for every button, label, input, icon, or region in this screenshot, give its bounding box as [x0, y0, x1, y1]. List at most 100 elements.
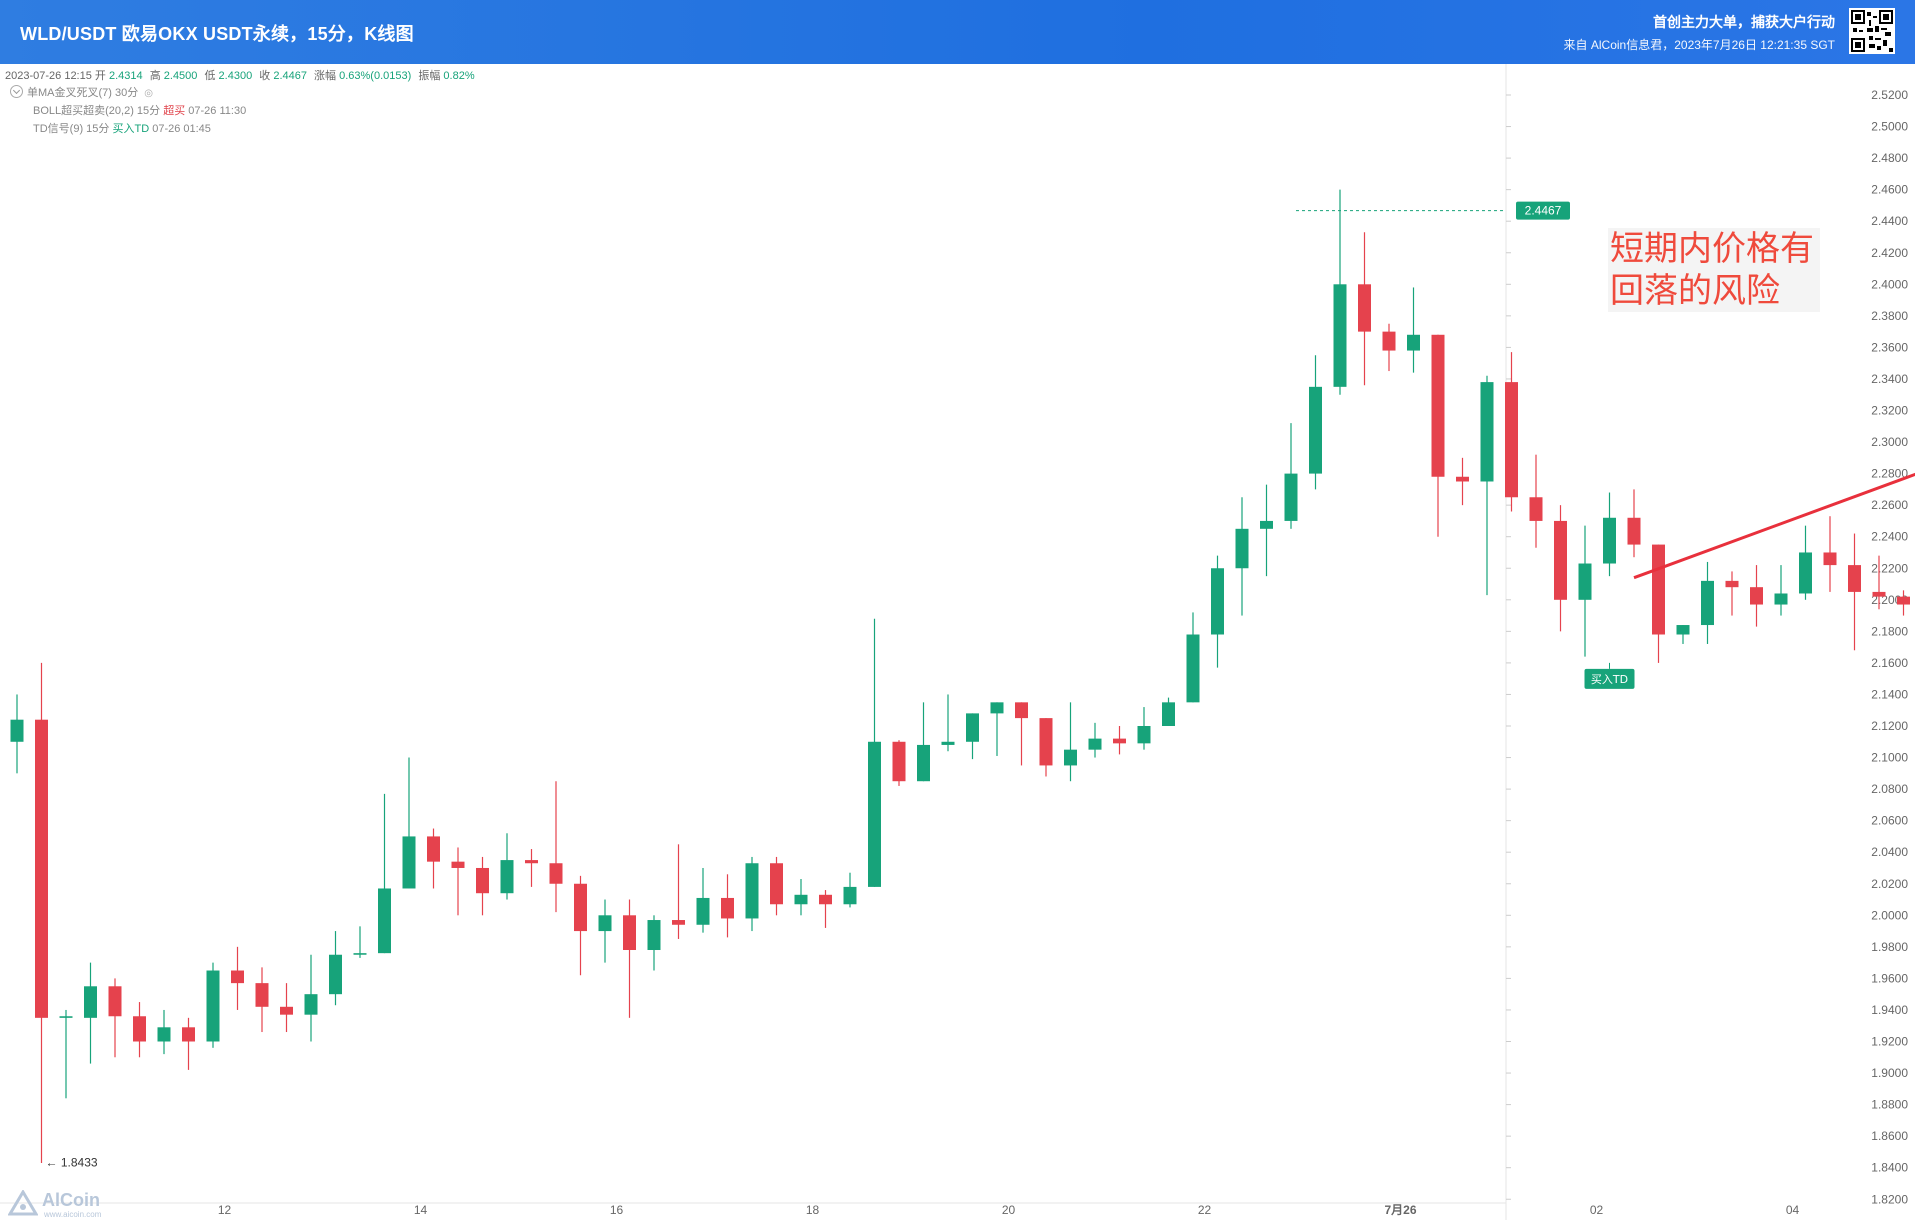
logo-sub: www.aicoin.com	[44, 1210, 102, 1219]
candle-body	[1064, 749, 1077, 766]
y-tick-label: 2.4800	[1871, 151, 1908, 165]
x-tick-label: 20	[1002, 1203, 1016, 1217]
indicator-boll-signal: 超买	[163, 105, 186, 117]
eye-hidden-icon[interactable]: ◎	[144, 88, 153, 99]
x-tick-label: 04	[1786, 1203, 1800, 1217]
indicator-boll-time: 07-26 11:30	[188, 105, 247, 117]
buy-signal-label: 买入TD	[1591, 673, 1628, 686]
y-tick-label: 2.5200	[1871, 88, 1908, 102]
indicator-boll-label: BOLL超买超卖(20,2) 15分	[33, 105, 161, 117]
low-marker-label: ← 1.8433	[46, 1155, 98, 1169]
indicator-ma-label: 单MA金叉死叉(7) 30分	[27, 87, 139, 99]
candle-body	[892, 741, 906, 782]
y-tick-label: 1.8600	[1871, 1129, 1908, 1143]
x-tick-label: 7月26	[1384, 1203, 1416, 1217]
candle-body	[1701, 580, 1714, 626]
indicator-ma[interactable]: 单MA金叉死叉(7) 30分 ◎	[10, 84, 153, 100]
y-tick-label: 2.0800	[1871, 782, 1908, 796]
x-tick-label: 18	[806, 1203, 820, 1217]
open-label: 开	[94, 70, 106, 82]
y-tick-label: 1.8800	[1871, 1098, 1908, 1112]
candle-body	[402, 836, 416, 889]
candle-body	[206, 970, 220, 1042]
y-tick-label: 1.8400	[1871, 1161, 1908, 1175]
y-tick-label: 2.0000	[1871, 908, 1908, 922]
candle-body	[157, 1027, 171, 1042]
close-value: 2.4467	[273, 70, 307, 82]
candle-body	[696, 897, 710, 925]
y-tick-label: 2.1200	[1871, 719, 1908, 733]
candle-body	[1358, 284, 1371, 332]
candle-body	[1162, 702, 1175, 726]
candle-body	[427, 836, 440, 862]
candle-body	[1015, 702, 1028, 719]
qr-code-icon	[1849, 8, 1895, 54]
y-tick-label: 2.2800	[1871, 467, 1908, 481]
change-label: 涨幅	[314, 70, 337, 82]
indicator-boll[interactable]: BOLL超买超卖(20,2) 15分 超买 07-26 11:30	[33, 102, 246, 118]
change-value: 0.63%(0.0153)	[339, 70, 412, 82]
candle-body	[1137, 726, 1151, 744]
y-tick-label: 2.3200	[1871, 404, 1908, 418]
candle-body	[231, 970, 244, 984]
y-tick-label: 2.1800	[1871, 624, 1908, 638]
candle-body	[1872, 591, 1886, 597]
y-tick-label: 2.4600	[1871, 183, 1908, 197]
y-tick-label: 1.9400	[1871, 1003, 1908, 1017]
amplitude-value: 0.82%	[443, 70, 475, 82]
candle-body	[794, 894, 808, 905]
indicator-td-label: TD信号(9) 15分	[33, 123, 110, 135]
candle-body	[598, 915, 612, 932]
candle-body	[1382, 331, 1396, 351]
y-tick-label: 2.2200	[1871, 561, 1908, 575]
candle-body	[623, 915, 636, 951]
candle-body	[1088, 738, 1102, 750]
candle-body	[1113, 738, 1126, 744]
candle-body	[1431, 334, 1445, 477]
candle-body	[108, 986, 122, 1017]
candle-body	[1211, 568, 1224, 635]
candle-body	[1333, 284, 1347, 387]
ohlc-datetime: 2023-07-26 12:15	[5, 70, 92, 82]
candle-body	[1652, 544, 1665, 635]
candle-body	[329, 954, 342, 995]
candle-body	[1039, 718, 1053, 766]
candle-body	[1554, 520, 1567, 600]
candle-body	[84, 986, 97, 1018]
candle-body	[1848, 565, 1861, 592]
y-tick-label: 2.3600	[1871, 340, 1908, 354]
y-tick-label: 2.0200	[1871, 877, 1908, 891]
candle-body	[255, 983, 269, 1007]
annotation-line-1: 短期内价格有	[1610, 229, 1814, 269]
y-tick-label: 2.3800	[1871, 309, 1908, 323]
header-slogan: 首创主力大单，捕获大户行动	[1653, 14, 1835, 30]
candle-body	[549, 863, 563, 884]
risk-annotation: 短期内价格有 回落的风险	[1608, 228, 1820, 312]
candle-body	[59, 1016, 73, 1018]
candle-body	[1603, 517, 1616, 564]
candle-body	[133, 1016, 146, 1042]
header-source: 来自 AlCoin信息君，2023年7月26日 12:21:35 SGT	[1563, 38, 1835, 52]
low-value: 2.4300	[218, 70, 253, 82]
y-tick-label: 1.9800	[1871, 940, 1908, 954]
collapse-toggle-icon[interactable]	[10, 85, 23, 98]
candle-body	[304, 994, 318, 1015]
candle-body	[1529, 497, 1543, 521]
x-tick-label: 22	[1198, 1203, 1212, 1217]
candle-body	[500, 860, 514, 894]
x-tick-label: 02	[1590, 1203, 1604, 1217]
candle-body	[1480, 382, 1494, 482]
candle-body	[1505, 382, 1518, 498]
y-tick-label: 1.9000	[1871, 1066, 1908, 1080]
candle-body	[647, 920, 661, 951]
y-tick-label: 2.4000	[1871, 277, 1908, 291]
y-tick-label: 2.2400	[1871, 530, 1908, 544]
indicator-td[interactable]: TD信号(9) 15分 买入TD 07-26 01:45	[33, 120, 211, 136]
aicoin-logo: AlCoin www.aicoin.com	[7, 1189, 101, 1221]
y-tick-label: 2.1400	[1871, 687, 1908, 701]
candle-body	[990, 702, 1004, 714]
candle-body	[819, 894, 832, 905]
indicator-td-signal: 买入TD	[112, 123, 150, 135]
high-label: 高	[149, 70, 161, 82]
